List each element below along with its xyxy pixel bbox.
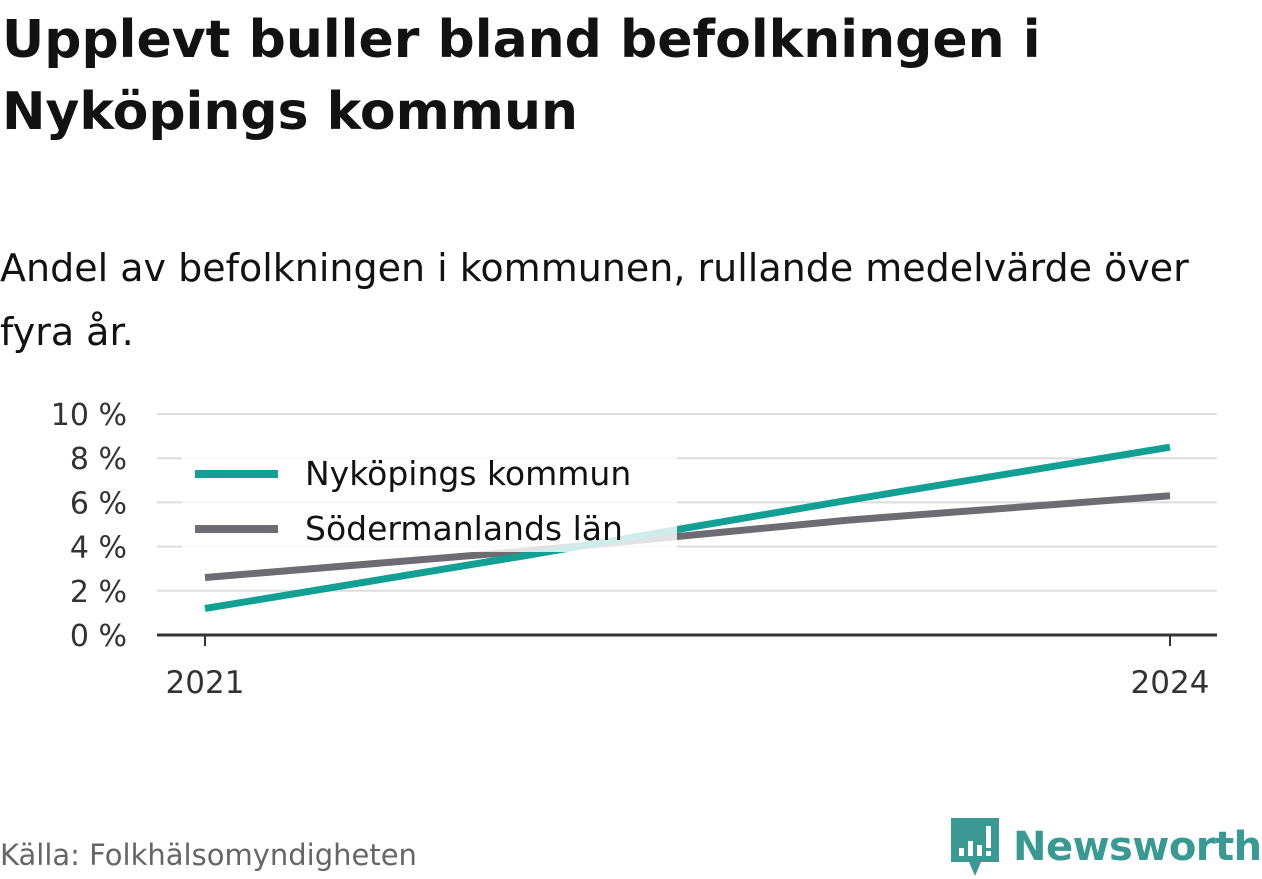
newsworthy-logo-icon xyxy=(951,818,999,876)
x-axis: 2021 2024 xyxy=(157,633,1217,701)
legend-label: Nyköpings kommun xyxy=(305,454,631,493)
x-tick-label: 2024 xyxy=(1131,665,1210,701)
series-lines xyxy=(204,443,1171,612)
y-tick-label: 0 % xyxy=(70,619,127,654)
chart-title: Upplevt buller bland befolkningen i Nykö… xyxy=(2,10,1041,142)
y-tick-label: 2 % xyxy=(70,575,127,610)
y-tick-label: 4 % xyxy=(70,531,127,566)
y-tick-label: 6 % xyxy=(70,486,127,521)
y-tick-label: 8 % xyxy=(70,442,127,477)
legend-label: Södermanlands län xyxy=(305,509,623,548)
brand-logo: Newsworthy xyxy=(951,818,1262,876)
legend-background xyxy=(182,442,677,552)
y-axis-ticks: 0 % 2 % 4 % 6 % 8 % 10 % xyxy=(51,398,127,654)
chart-subtitle: Andel av befolkningen i kommunen, rullan… xyxy=(0,246,1189,354)
y-tick-label: 10 % xyxy=(51,398,127,433)
source-note: Källa: Folkhälsomyndigheten xyxy=(0,838,417,872)
line-chart: 0 % 2 % 4 % 6 % 8 % 10 % Nyköpings kommun Söde… xyxy=(51,398,1217,701)
series-line-sodermanlands-lan xyxy=(204,492,1171,582)
series-line-nykopings-kommun xyxy=(204,443,1171,612)
legend: Nyköpings kommun Södermanlands län xyxy=(182,442,677,552)
x-tick-label: 2021 xyxy=(166,665,245,701)
brand-name: Newsworthy xyxy=(1013,824,1262,870)
